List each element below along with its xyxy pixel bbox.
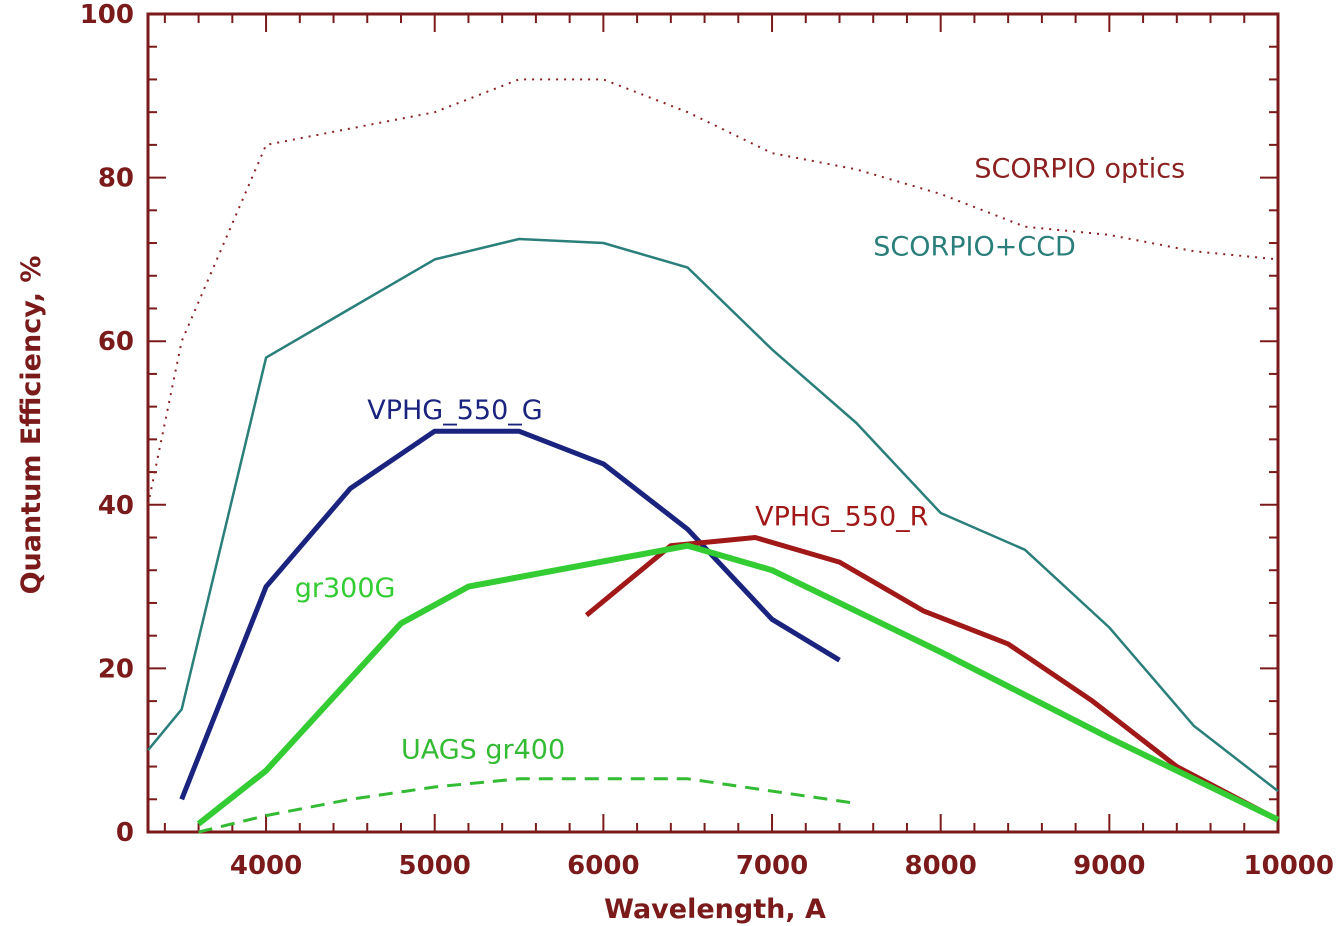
y-tick-label: 20 <box>98 654 134 684</box>
series-label-3: VPHG_550_R <box>755 501 928 532</box>
x-tick-label: 9000 <box>1073 851 1145 881</box>
series-layer <box>147 78 1280 834</box>
y-axis-title: Quantum Efficiency, % <box>16 256 47 595</box>
series-line-4 <box>196 542 1280 827</box>
series-label-0: SCORPIO optics <box>974 154 1185 185</box>
series-line-2 <box>179 428 841 801</box>
series-label-1: SCORPIO+CCD <box>873 231 1076 262</box>
x-tick-label: 10000 <box>1244 851 1334 881</box>
y-tick-label: 80 <box>98 164 134 194</box>
y-tick-label: 60 <box>98 327 134 357</box>
series-line-3 <box>584 535 1280 822</box>
x-tick-label: 4000 <box>230 851 302 881</box>
series-labels-layer: SCORPIO optics SCORPIO+CCD VPHG_550_G VPHG_… <box>295 154 1185 766</box>
y-tick-label: 40 <box>98 491 134 521</box>
axes-layer: 4000 5000 6000 7000 8000 9000 10000 0 20 40 60 80 10… <box>80 0 1334 881</box>
series-label-4: gr300G <box>295 573 396 604</box>
series-line-5 <box>198 777 857 834</box>
plot-frame <box>146 12 1280 834</box>
series-label-2: VPHG_550_G <box>367 395 542 426</box>
x-tick-label: 7000 <box>736 851 808 881</box>
x-axis-title: Wavelength, A <box>604 894 826 925</box>
y-tick-label: 0 <box>116 818 134 848</box>
y-tick-label: 100 <box>80 0 134 30</box>
x-tick-label: 8000 <box>904 851 976 881</box>
series-line-0 <box>147 78 1279 506</box>
series-line-1 <box>147 237 1279 793</box>
series-label-5: UAGS gr400 <box>401 734 565 765</box>
x-tick-label: 5000 <box>399 851 471 881</box>
x-tick-label: 6000 <box>567 851 639 881</box>
